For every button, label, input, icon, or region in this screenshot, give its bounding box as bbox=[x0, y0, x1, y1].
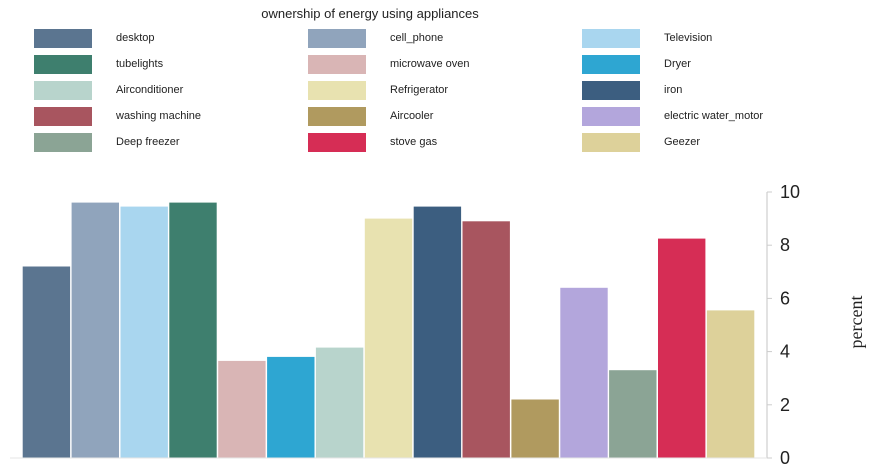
legend-label: tubelights bbox=[116, 58, 164, 70]
y-tick-label: 4 bbox=[780, 342, 790, 362]
legend-item-stove-gas: stove gas bbox=[308, 132, 437, 152]
legend-swatch bbox=[308, 80, 366, 100]
legend-item-microwave-oven: microwave oven bbox=[308, 54, 469, 74]
y-tick-label: 2 bbox=[780, 395, 790, 415]
legend-label: Dryer bbox=[664, 58, 691, 70]
legend-swatch bbox=[308, 28, 366, 48]
legend-item-tubelights: tubelights bbox=[34, 54, 163, 74]
legend-label: stove gas bbox=[390, 136, 438, 148]
legend-label: Airconditioner bbox=[116, 84, 184, 96]
bar-tubelights bbox=[169, 202, 217, 458]
bar-deep-freezer bbox=[609, 370, 657, 458]
legend-item-deep-freezer: Deep freezer bbox=[34, 132, 180, 152]
legend: desktop tubelights Airconditioner washing m… bbox=[34, 28, 834, 178]
legend-swatch bbox=[34, 132, 92, 152]
legend-item-washing-machine: washing machine bbox=[34, 106, 201, 126]
legend-item-electric-water-motor: electric water_motor bbox=[582, 106, 763, 126]
legend-item-geezer: Geezer bbox=[582, 132, 700, 152]
legend-label: washing machine bbox=[116, 110, 201, 122]
bar-washing-machine bbox=[462, 221, 510, 458]
y-tick-label: 8 bbox=[780, 235, 790, 255]
y-tick-label: 0 bbox=[780, 448, 790, 466]
bar-cell-phone bbox=[71, 202, 119, 458]
legend-swatch bbox=[308, 132, 366, 152]
legend-item-iron: iron bbox=[582, 80, 682, 100]
legend-item-desktop: desktop bbox=[34, 28, 155, 48]
legend-label: Aircooler bbox=[390, 110, 434, 122]
legend-swatch bbox=[308, 54, 366, 74]
legend-item-refrigerator: Refrigerator bbox=[308, 80, 448, 100]
legend-swatch bbox=[34, 28, 92, 48]
y-axis-title: percent bbox=[846, 296, 866, 349]
legend-swatch bbox=[34, 106, 92, 126]
y-tick-label: 10 bbox=[780, 182, 800, 202]
chart-title: ownership of energy using appliances bbox=[261, 6, 479, 21]
legend-label: Refrigerator bbox=[390, 84, 449, 96]
legend-swatch bbox=[308, 106, 366, 126]
legend-item-airconditioner: Airconditioner bbox=[34, 80, 183, 100]
legend-swatch bbox=[582, 106, 640, 126]
legend-swatch bbox=[582, 28, 640, 48]
bar-television bbox=[120, 206, 168, 458]
legend-swatch bbox=[34, 80, 92, 100]
bar-airconditioner bbox=[315, 347, 364, 458]
bar-electric-water-motor bbox=[560, 287, 608, 458]
legend-label: Television bbox=[664, 32, 713, 44]
bar-aircooler bbox=[511, 399, 559, 458]
legend-label: electric water_motor bbox=[664, 110, 764, 122]
legend-label: Geezer bbox=[664, 136, 701, 148]
legend-swatch bbox=[582, 80, 640, 100]
legend-swatch bbox=[582, 132, 640, 152]
bar-refrigerator bbox=[364, 218, 413, 458]
legend-swatch bbox=[582, 54, 640, 74]
y-tick-label: 6 bbox=[780, 288, 790, 308]
y-axis-ticks: 0 2 4 6 8 10 bbox=[767, 182, 800, 466]
bar-stove-gas bbox=[658, 238, 706, 458]
bar-dryer bbox=[267, 356, 315, 458]
bars-group bbox=[22, 202, 755, 458]
legend-item-television: Television bbox=[582, 28, 712, 48]
bar-microwave-oven bbox=[218, 360, 266, 458]
legend-item-cell-phone: cell_phone bbox=[308, 28, 443, 48]
bar-desktop bbox=[22, 266, 71, 458]
legend-label: cell_phone bbox=[390, 32, 444, 44]
legend-item-aircooler: Aircooler bbox=[308, 106, 433, 126]
legend-label: Deep freezer bbox=[116, 136, 180, 148]
legend-label: desktop bbox=[116, 32, 155, 44]
legend-swatch bbox=[34, 54, 92, 74]
legend-label: microwave oven bbox=[390, 58, 470, 70]
bar-geezer bbox=[706, 310, 755, 458]
legend-label: iron bbox=[664, 84, 683, 96]
bar-iron bbox=[413, 206, 462, 458]
legend-item-dryer: Dryer bbox=[582, 54, 691, 74]
